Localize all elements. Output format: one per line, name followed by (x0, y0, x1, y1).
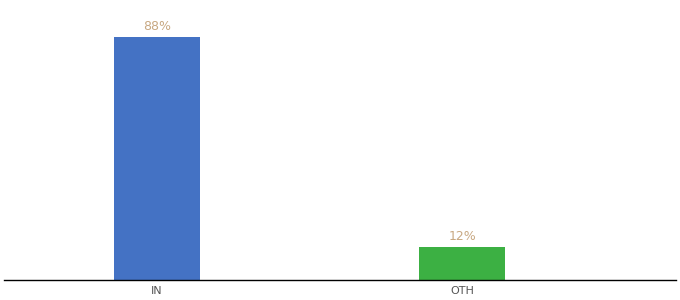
Text: 88%: 88% (143, 20, 171, 33)
Text: 12%: 12% (448, 230, 476, 243)
Bar (114, 37, 199, 280)
Bar (420, 247, 505, 280)
